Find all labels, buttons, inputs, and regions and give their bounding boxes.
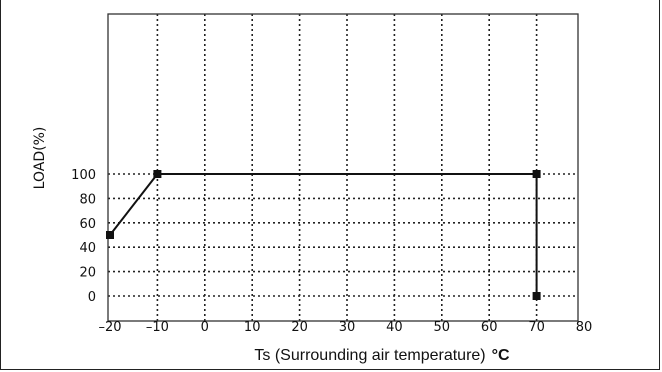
x-tick-label: 50 — [434, 320, 451, 335]
y-tick-labels: 0 20 40 60 80 100 — [71, 168, 96, 305]
plot-area — [107, 13, 579, 322]
x-tick-label: 40 — [386, 320, 403, 335]
x-tick-label: 0 — [201, 320, 209, 335]
x-axis-label: Ts (Surrounding air temperature) °C — [254, 347, 510, 364]
y-tick-label: 80 — [79, 192, 96, 207]
x-tick-label: –20 — [98, 320, 121, 335]
x-tick-label: –10 — [146, 320, 169, 335]
x-tick-label: 80 — [576, 320, 593, 335]
y-tick-label: 20 — [79, 266, 96, 281]
x-axis-unit: °C — [492, 347, 510, 364]
y-tick-label: 60 — [79, 217, 96, 232]
x-tick-label: 60 — [481, 320, 498, 335]
x-tick-label: 20 — [291, 320, 308, 335]
y-tick-label: 0 — [88, 290, 96, 305]
data-point-marker — [106, 231, 114, 239]
y-axis-label: LOAD(%) — [32, 127, 48, 190]
data-point-marker — [153, 170, 162, 178]
x-tick-label: 30 — [339, 320, 356, 335]
series-line — [109, 173, 538, 296]
y-tick-label: 100 — [71, 168, 96, 183]
series-group — [106, 170, 541, 300]
x-tick-label: 70 — [528, 320, 545, 335]
data-point-marker — [532, 170, 541, 178]
x-axis-label-text: Ts (Surrounding air temperature) — [254, 347, 485, 364]
y-tick-label: 40 — [79, 241, 96, 256]
data-point-marker — [532, 292, 541, 300]
x-tick-labels: –20 –10 0 10 20 30 40 50 60 70 80 — [98, 320, 592, 335]
grid-lines — [108, 14, 578, 321]
x-tick-label: 10 — [244, 320, 261, 335]
